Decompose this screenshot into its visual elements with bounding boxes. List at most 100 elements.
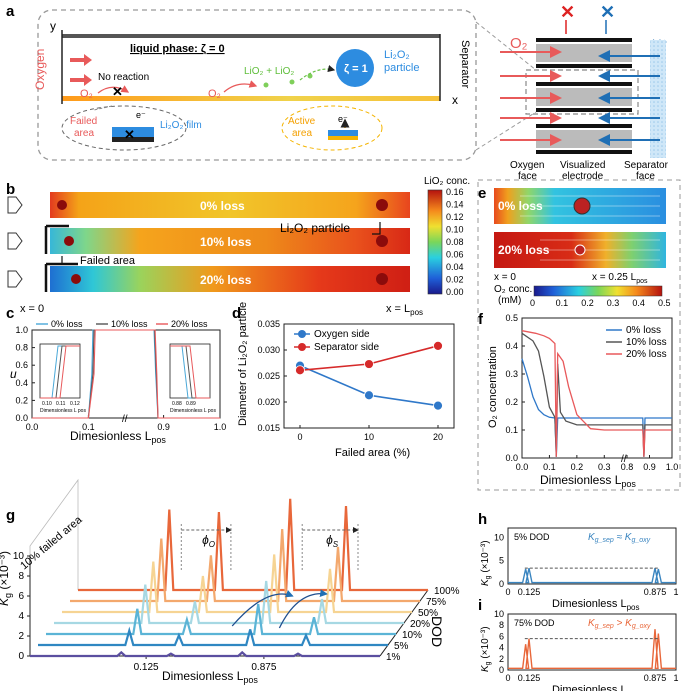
h-xtick-label: 1: [673, 587, 678, 597]
g-layer-label: 10%: [402, 630, 422, 641]
panel-label-a: a: [6, 3, 15, 20]
g-failed-label: 10% failed area: [18, 513, 85, 572]
f-ytick-label: 0.1: [505, 425, 518, 435]
particle-label-2: particle: [384, 62, 419, 74]
b-bar-label: 0% loss: [200, 199, 245, 213]
c-xlabel: Dimesionless Lpos: [70, 429, 166, 445]
li2o2-particle-icon: [336, 49, 374, 87]
no-reaction-x-icon: ✕: [112, 84, 123, 99]
tube-top-wall: [62, 34, 440, 38]
lio2-label: LiO₂ + LiO₂: [244, 66, 294, 77]
oxygen-face-label-2: face: [518, 171, 537, 182]
h-ytick-label: 0: [499, 579, 504, 589]
i-xtick-label: 0: [505, 673, 510, 683]
b-colorbar: [427, 189, 443, 295]
h-series-line: [508, 567, 676, 584]
c-ylabel: u: [10, 367, 17, 381]
a-axis-y: y: [50, 19, 56, 33]
active-label-1: Active: [288, 116, 316, 127]
g-layer-line: [54, 580, 404, 625]
i-ytick-label: 8: [499, 620, 504, 630]
g-layer-label: 1%: [386, 652, 401, 663]
panel-a: a y x Oxygen liquid phase: ζ = 0 No reac…: [6, 2, 669, 182]
panel-d: d 0.015 0.020 0.025 0.030 0.035 Diameter of L…: [232, 302, 455, 459]
d-xtick-label: 10: [364, 432, 374, 442]
failed-label-1: Failed: [70, 116, 97, 127]
g-xtick-label: 0.875: [251, 662, 276, 673]
f-ytick-label: 0.4: [505, 341, 518, 351]
c-legend-label: 10% loss: [111, 319, 148, 329]
b-failed-label: Failed area: [80, 255, 136, 267]
g-layer-line: [62, 554, 412, 614]
c-xtick-label: 1.0: [214, 422, 227, 432]
b-colorbar-tick-label: 0.06: [446, 250, 464, 260]
c-xtick-label: 0.9: [157, 422, 170, 432]
i-frame: [507, 613, 677, 671]
c-plot: 0.0 0.2 0.4 0.6 0.8 1.0 u 0.0 0.1 0.9 1.0 // 0% loss…: [10, 319, 226, 432]
g-layer-line: [70, 528, 420, 603]
panel-ef-dashed-box: [477, 179, 681, 491]
b-particle-pointer: [372, 222, 381, 235]
c-inset-xlabel: Dimensionless L pos: [170, 408, 216, 414]
e-particle-bottom: [574, 244, 586, 256]
liquid-phase-label: liquid phase: ζ = 0: [130, 43, 225, 55]
panel-g: g 0 2 4 6 8 10Kg (×10⁻³) 0.125 0.875 100%75%50%2…: [0, 478, 460, 685]
f-xtick-label: 0.3: [598, 462, 611, 472]
g-ytick-label: 8: [18, 571, 24, 582]
active-substrate-rect: [328, 136, 358, 140]
active-label-2: area: [292, 128, 312, 139]
electron-label-2: e⁻: [338, 114, 348, 124]
g-ytick-label: 2: [18, 631, 24, 642]
panel-label-h: h: [478, 511, 487, 528]
g-layer-line: [38, 626, 388, 647]
lio2-arrow: [299, 65, 336, 81]
e-colorbar-unit: (mM): [498, 295, 521, 306]
c-inset-xlabel: Dimensionless L pos: [40, 408, 86, 414]
f-ytick-label: 0.3: [505, 369, 518, 379]
b-colorbar-tick-label: 0.12: [446, 212, 464, 222]
o2-right-label: O₂: [510, 35, 528, 52]
f-xlabel: Dimesionless Lpos: [540, 473, 636, 489]
g-back-wall: [29, 478, 79, 656]
failed-x-icon: ✕: [124, 127, 135, 142]
f-xtick-label: 0.8: [621, 462, 634, 472]
i-ytick-label: 6: [499, 631, 504, 641]
g-phi-label: ϕO: [202, 533, 215, 549]
f-ytick-label: 0.2: [505, 397, 518, 407]
h-dod-label: 5% DOD: [514, 532, 550, 542]
b-bar: [50, 266, 410, 292]
failed-substrate-rect: [112, 137, 154, 142]
visualized-label-1: Visualized: [560, 160, 605, 171]
e-particle-top: [573, 197, 591, 215]
d-legend-label: Separator side: [314, 342, 379, 353]
e-colorbar-tick-label: 0.1: [556, 298, 569, 308]
c-inset-line: [40, 345, 80, 399]
separator-label: Separator: [459, 40, 471, 89]
e-colorbar-tick-label: 0.2: [581, 298, 594, 308]
i-ytick-label: 2: [499, 654, 504, 664]
h-annotation: Kg_sep ≈ Kg_oxy: [588, 532, 651, 544]
lio2-dot: [307, 73, 313, 79]
f-legend-label: 10% loss: [626, 337, 667, 348]
flow-arrows: [500, 46, 660, 146]
tube-bottom-wall: [62, 96, 440, 101]
e-x-end: x = 0.25 Lpos: [592, 272, 648, 285]
particle-label-1: Li₂O₂: [384, 49, 410, 61]
d-point: [364, 390, 374, 401]
b-x-end: x = Lpos: [386, 303, 423, 317]
b-particle-left: [57, 200, 67, 210]
panel-h: h 0 5 10 0 0.125 0.875 1 Dimesionless Lpos Kg (×…: [478, 511, 679, 612]
o2-label-mid: O₂: [208, 88, 221, 100]
zeta1-label: ζ = 1: [344, 63, 368, 75]
g-xlabel: Dimesionless Lpos: [162, 669, 258, 685]
panel-label-b: b: [6, 181, 15, 198]
f-xtick-label: 0.2: [571, 462, 584, 472]
b-colorbar-tick-label: 0.08: [446, 237, 464, 247]
g-layer-label: 50%: [418, 608, 438, 619]
b-bars: 0% loss 10% loss 20% loss: [7, 192, 410, 292]
sep-face-label-2: face: [636, 171, 655, 182]
d-ytick-label: 0.015: [257, 423, 280, 433]
b-inlet-arrow-icon: [7, 270, 23, 288]
